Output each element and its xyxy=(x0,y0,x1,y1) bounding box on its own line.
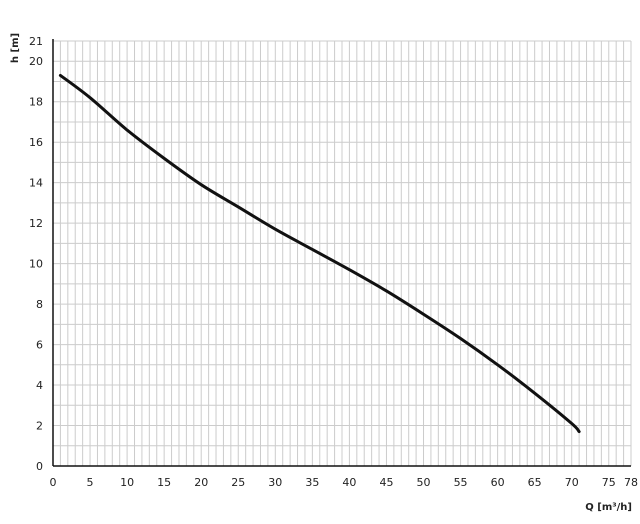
x-tick-label: 45 xyxy=(379,476,393,489)
y-tick-label: 16 xyxy=(29,136,43,149)
y-tick-label: 2 xyxy=(36,420,43,433)
x-tick-label: 10 xyxy=(120,476,134,489)
y-tick-label: 21 xyxy=(29,35,43,48)
y-tick-label: 18 xyxy=(29,96,43,109)
axes xyxy=(52,39,631,467)
x-tick-label: 40 xyxy=(342,476,356,489)
x-tick-label: 75 xyxy=(602,476,616,489)
y-tick-label: 12 xyxy=(29,217,43,230)
y-tick-label: 14 xyxy=(29,177,43,190)
y-tick-label: 0 xyxy=(36,460,43,473)
x-tick-label: 70 xyxy=(565,476,579,489)
x-tick-label: 55 xyxy=(454,476,468,489)
x-tick-label: 15 xyxy=(157,476,171,489)
x-tick-label: 50 xyxy=(417,476,431,489)
x-tick-label: 5 xyxy=(87,476,94,489)
x-tick-label: 65 xyxy=(528,476,542,489)
tick-labels: 0 5 10 15 20 25 30 35 40 45 50 55 60 65 70 75 78 0 2 4 6 8 10 1… xyxy=(29,35,638,489)
y-tick-label: 20 xyxy=(29,55,43,68)
x-tick-label: 25 xyxy=(231,476,245,489)
series-line xyxy=(58,73,581,434)
x-tick-label: 0 xyxy=(50,476,57,489)
x-tick-label: 30 xyxy=(268,476,282,489)
x-axis-label: Q [m³/h] xyxy=(585,502,632,513)
x-tick-label: 78 xyxy=(624,476,638,489)
y-tick-label: 4 xyxy=(36,379,43,392)
x-tick-label: 20 xyxy=(194,476,208,489)
x-tick-label: 60 xyxy=(491,476,505,489)
y-tick-label: 10 xyxy=(29,258,43,271)
grid xyxy=(53,40,632,466)
y-tick-label: 6 xyxy=(36,339,43,352)
x-tick-label: 35 xyxy=(305,476,319,489)
y-tick-label: 8 xyxy=(36,298,43,311)
y-axis-label: h [m] xyxy=(10,33,21,63)
